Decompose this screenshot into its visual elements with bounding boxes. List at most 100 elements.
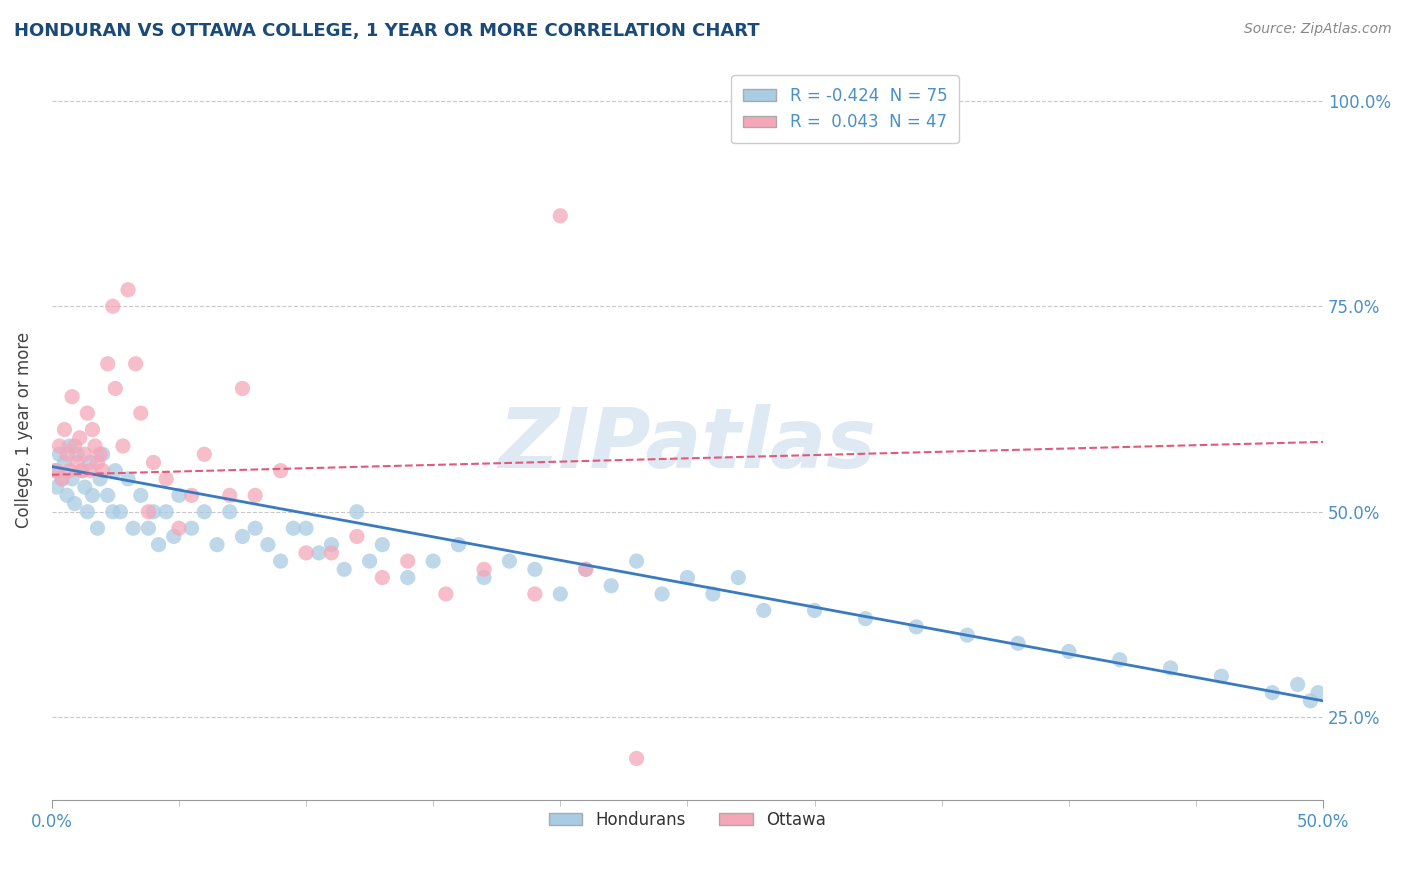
Point	[138, 505, 160, 519]
Point	[97, 357, 120, 371]
Point	[79, 464, 101, 478]
Point	[396, 554, 419, 568]
Point	[122, 521, 145, 535]
Point	[101, 299, 124, 313]
Point	[111, 439, 134, 453]
Point	[155, 472, 177, 486]
Point	[97, 488, 120, 502]
Point	[321, 546, 343, 560]
Point	[60, 472, 83, 486]
Point	[129, 406, 152, 420]
Point	[575, 562, 598, 576]
Point	[396, 570, 419, 584]
Point	[218, 488, 240, 502]
Point	[283, 521, 305, 535]
Point	[257, 538, 280, 552]
Point	[270, 464, 292, 478]
Point	[86, 521, 108, 535]
Point	[101, 505, 124, 519]
Point	[956, 628, 979, 642]
Point	[56, 488, 79, 502]
Legend: Hondurans, Ottawa: Hondurans, Ottawa	[543, 805, 832, 836]
Point	[48, 439, 70, 453]
Point	[148, 538, 170, 552]
Point	[600, 579, 623, 593]
Point	[79, 455, 101, 469]
Point	[422, 554, 444, 568]
Point	[129, 488, 152, 502]
Point	[138, 521, 160, 535]
Point	[575, 562, 598, 576]
Point	[51, 472, 73, 486]
Point	[727, 570, 749, 584]
Point	[53, 423, 76, 437]
Point	[82, 488, 104, 502]
Point	[167, 521, 190, 535]
Point	[89, 447, 111, 461]
Point	[117, 472, 139, 486]
Point	[1299, 694, 1322, 708]
Point	[89, 472, 111, 486]
Point	[1108, 653, 1130, 667]
Point	[651, 587, 673, 601]
Point	[155, 505, 177, 519]
Point	[371, 570, 394, 584]
Point	[498, 554, 520, 568]
Point	[180, 521, 202, 535]
Point	[66, 455, 89, 469]
Point	[1261, 686, 1284, 700]
Point	[550, 587, 572, 601]
Point	[447, 538, 470, 552]
Point	[56, 447, 79, 461]
Point	[45, 480, 67, 494]
Point	[295, 546, 318, 560]
Point	[676, 570, 699, 584]
Point	[1007, 636, 1029, 650]
Point	[243, 488, 266, 502]
Point	[308, 546, 330, 560]
Point	[63, 497, 86, 511]
Text: HONDURAN VS OTTAWA COLLEGE, 1 YEAR OR MORE CORRELATION CHART: HONDURAN VS OTTAWA COLLEGE, 1 YEAR OR MO…	[14, 22, 759, 40]
Point	[163, 529, 186, 543]
Point	[91, 464, 114, 478]
Point	[142, 505, 165, 519]
Point	[205, 538, 228, 552]
Point	[346, 529, 368, 543]
Point	[1211, 669, 1233, 683]
Point	[124, 357, 146, 371]
Point	[333, 562, 356, 576]
Point	[346, 505, 368, 519]
Point	[472, 570, 495, 584]
Point	[110, 505, 132, 519]
Point	[231, 529, 253, 543]
Point	[855, 612, 877, 626]
Point	[803, 603, 825, 617]
Point	[73, 480, 96, 494]
Point	[371, 538, 394, 552]
Point	[180, 488, 202, 502]
Y-axis label: College, 1 year or more: College, 1 year or more	[15, 332, 32, 528]
Point	[702, 587, 724, 601]
Point	[104, 381, 127, 395]
Point	[550, 209, 572, 223]
Point	[1057, 644, 1080, 658]
Point	[48, 447, 70, 461]
Point	[270, 554, 292, 568]
Point	[76, 505, 98, 519]
Point	[53, 455, 76, 469]
Point	[63, 439, 86, 453]
Point	[218, 505, 240, 519]
Point	[193, 505, 215, 519]
Point	[51, 472, 73, 486]
Point	[434, 587, 457, 601]
Point	[243, 521, 266, 535]
Point	[905, 620, 928, 634]
Point	[72, 464, 94, 478]
Point	[86, 455, 108, 469]
Point	[58, 464, 80, 478]
Point	[66, 447, 89, 461]
Point	[45, 464, 67, 478]
Point	[76, 406, 98, 420]
Point	[626, 554, 648, 568]
Point	[1160, 661, 1182, 675]
